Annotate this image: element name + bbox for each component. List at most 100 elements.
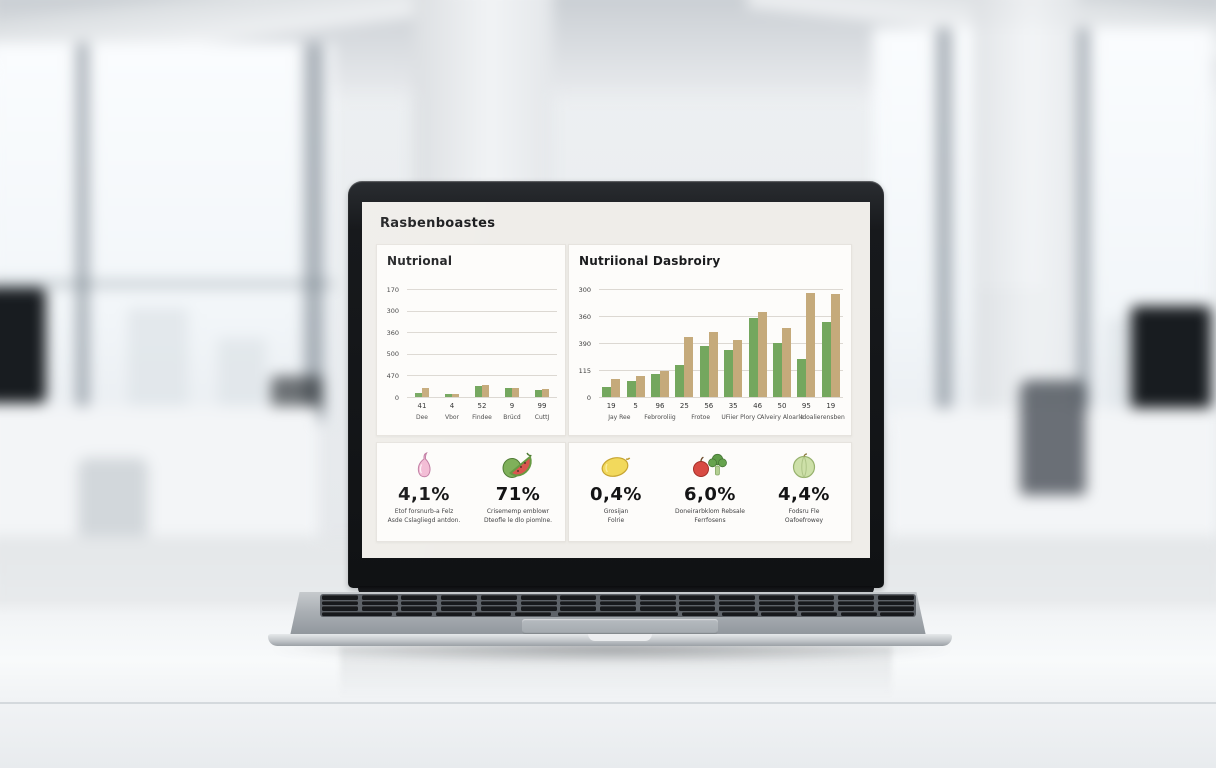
keyboard-key [441, 606, 478, 611]
x-tick-value: 50 [777, 402, 787, 410]
x-tick-value: 25 [679, 402, 689, 410]
bar-tan [512, 387, 519, 397]
bar-green [675, 364, 685, 397]
keyboard-key [361, 595, 398, 600]
chart-gridline [407, 289, 557, 290]
keyboard-key [401, 606, 438, 611]
keyboard-key [719, 595, 755, 600]
watermelon-icon [501, 450, 535, 480]
keyboard-key [441, 595, 478, 600]
x-category-label: Dee [415, 414, 428, 421]
x-category-label: Alveiry Aloarle [760, 414, 804, 421]
laptop-screen: Rasbenboastes Nutrional 170 300 360 500 470 0… [362, 202, 870, 558]
x-category-label: Vbor [444, 414, 460, 421]
office-chair [1020, 380, 1086, 495]
keyboard-key [361, 600, 398, 606]
chart-gridline [407, 332, 557, 334]
x-category-label: Brücd [503, 414, 521, 421]
keyboard-key [322, 595, 358, 600]
keyboard-key [719, 600, 755, 606]
keyboard-key [322, 600, 358, 606]
bar-green [821, 322, 831, 397]
stat-caption: Fodsru Fle Oafoefrowey [784, 508, 824, 525]
stat-value: 4,4% [778, 484, 830, 505]
bar-green [475, 385, 482, 397]
chart-gridline [599, 397, 843, 398]
bar-green [773, 343, 782, 397]
keyboard-key [396, 611, 432, 617]
chart-gridline [407, 375, 557, 377]
keyboard-key [877, 600, 914, 606]
keyboard-key [877, 595, 914, 600]
y-axis-label: 115 [578, 366, 591, 375]
melon-icon [788, 450, 820, 480]
desk-edge [0, 702, 1216, 704]
x-tick-value: 52 [477, 402, 487, 410]
chart-gridline [407, 397, 557, 398]
keyboard-key [520, 595, 557, 600]
chart-gridline [599, 289, 843, 290]
bar-green [797, 358, 807, 397]
keyboard-key [520, 606, 557, 611]
y-axis-label: 0 [394, 393, 399, 402]
keyboard-key [838, 600, 875, 606]
bar-tan [830, 294, 840, 397]
window-mullion [304, 43, 324, 423]
keyboard-key [798, 606, 835, 611]
chart-gridline [407, 353, 557, 355]
apple-broccoli-icon [690, 450, 730, 480]
bar-green [748, 318, 758, 397]
stat-item: 0,4% Grosijan Folrie [569, 450, 663, 526]
chart-title: Nutriional Dasbroiry [579, 254, 721, 268]
keyboard-key [639, 595, 676, 600]
bar-green [602, 386, 612, 397]
x-tick-value: 99 [537, 402, 547, 410]
keyboard-key [758, 606, 795, 611]
window-mullion [936, 28, 952, 428]
keyboard-key [758, 600, 795, 606]
x-category-label: UFiier Plory C [721, 414, 762, 421]
y-axis-label: 0 [586, 393, 591, 402]
keyboard-key [475, 611, 512, 617]
x-category-label: Frotoe [691, 414, 711, 421]
stat-value: 71% [495, 484, 541, 505]
window-mullion [76, 43, 89, 423]
keyboard-key [560, 595, 597, 600]
background-monitor [0, 288, 46, 403]
keyboard-key [361, 606, 398, 611]
bar-green [724, 349, 734, 397]
bar-tan [684, 336, 694, 397]
keyboard-key [758, 595, 795, 600]
keyboard-key [682, 611, 718, 617]
window-mullion [1076, 28, 1090, 428]
bar-tan [482, 384, 489, 397]
keyboard-key [639, 606, 676, 611]
keyboard-key [401, 600, 438, 606]
background-desk [0, 406, 318, 556]
keyboard-key [599, 600, 636, 606]
mango-icon [599, 450, 633, 480]
keyboard-key [719, 606, 755, 611]
bar-green [415, 392, 422, 397]
bar-tan [708, 331, 718, 397]
keyboard-spacebar [558, 611, 678, 617]
keyboard-key [801, 611, 838, 617]
bar-tan [452, 394, 459, 397]
keyboard-key [322, 606, 358, 611]
x-tick-value: 9 [509, 402, 515, 410]
onion-icon [412, 450, 436, 480]
stat-caption: Etof forsnurb-a Felz Asde Cslagliegd ant… [387, 508, 461, 525]
stat-value: 6,0% [684, 484, 736, 505]
stats-panel-left: 4,1% Etof forsnurb-a Felz Asde Cslaglieg… [376, 442, 566, 542]
bar-green [505, 387, 512, 397]
keyboard-key [721, 611, 758, 617]
bar-green [626, 380, 636, 397]
x-tick-value: 56 [704, 402, 714, 410]
bar-tan [806, 292, 816, 397]
keyboard-key [840, 611, 877, 617]
y-axis-label: 170 [386, 285, 399, 294]
keyboard-key [679, 595, 716, 600]
keyboard-key [441, 600, 478, 606]
keyboard-key [599, 595, 636, 600]
laptop-hinge [358, 586, 874, 596]
